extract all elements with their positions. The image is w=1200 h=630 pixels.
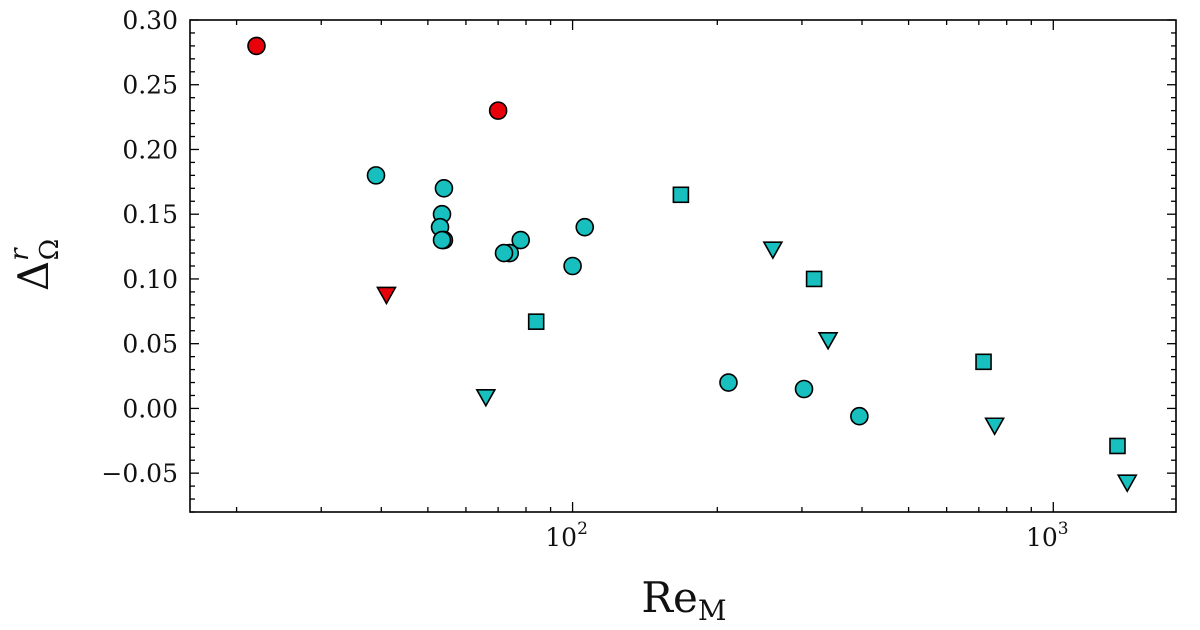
y-tick-label: 0.15: [122, 200, 178, 229]
x-tick-label-base: 10: [1026, 523, 1058, 552]
cyan-triangle-point: [1116, 474, 1138, 493]
y-tick-label: 0.20: [122, 135, 178, 164]
axis-ticks: [190, 19, 1176, 513]
cyan-triangle-point: [817, 331, 839, 351]
x-tick-label-base: 10: [545, 523, 577, 552]
x-tick-label: 102: [545, 519, 588, 552]
x-axis-label: ReM: [641, 573, 726, 627]
cyan-triangle-point: [762, 241, 784, 260]
y-tick-label: 0.25: [122, 71, 178, 100]
red-circle-point: [247, 36, 266, 56]
cyan-triangle-point: [475, 388, 497, 408]
red-triangle-point: [376, 286, 397, 306]
cyan-square-point: [1109, 437, 1126, 455]
y-axis-label: ΔrΩ: [5, 239, 65, 291]
y-tick-label: 0.10: [122, 265, 178, 294]
x-tick-labels: 102 103: [545, 519, 1068, 552]
cyan-triangle-point: [984, 417, 1005, 436]
data-points: [247, 36, 1138, 493]
y-tick-label: −0.05: [101, 459, 178, 488]
cyan-square-point: [805, 270, 823, 288]
y-tick-label: 0.30: [122, 6, 178, 35]
red-circle-point: [488, 101, 508, 120]
x-tick-label: 103: [1026, 519, 1069, 552]
cyan-square-point: [975, 353, 992, 371]
y-tick-label: 0.00: [122, 394, 178, 423]
cyan-circle-point: [434, 179, 454, 198]
svg-text:ΔrΩ: ΔrΩ: [5, 239, 65, 291]
cyan-square-point: [527, 313, 545, 330]
cyan-circle-point: [794, 379, 814, 399]
x-axis-label-sub: M: [698, 594, 727, 627]
cyan-circle-point: [575, 217, 595, 237]
x-tick-label-exponent: 3: [1058, 519, 1069, 539]
y-tick-labels: −0.05 0.00 0.05 0.10 0.15 0.20 0.25 0.30: [101, 6, 178, 488]
y-axis-label-main: Δ: [9, 261, 58, 291]
x-axis-label-main: Re: [641, 573, 697, 622]
cyan-circle-point: [850, 406, 869, 426]
cyan-circle-point: [366, 166, 386, 185]
cyan-circle-point: [432, 230, 452, 250]
plot-frame: [189, 19, 1177, 513]
cyan-circle-point: [494, 243, 514, 263]
y-axis-label-sub: Ω: [35, 239, 65, 261]
x-tick-label-exponent: 2: [577, 519, 588, 539]
cyan-circle-point: [719, 373, 738, 392]
cyan-circle-point: [511, 230, 531, 250]
cyan-square-point: [672, 186, 690, 204]
y-axis-label-sup: r: [5, 247, 35, 261]
y-tick-label: 0.05: [122, 330, 178, 359]
cyan-circle-point: [563, 256, 582, 276]
